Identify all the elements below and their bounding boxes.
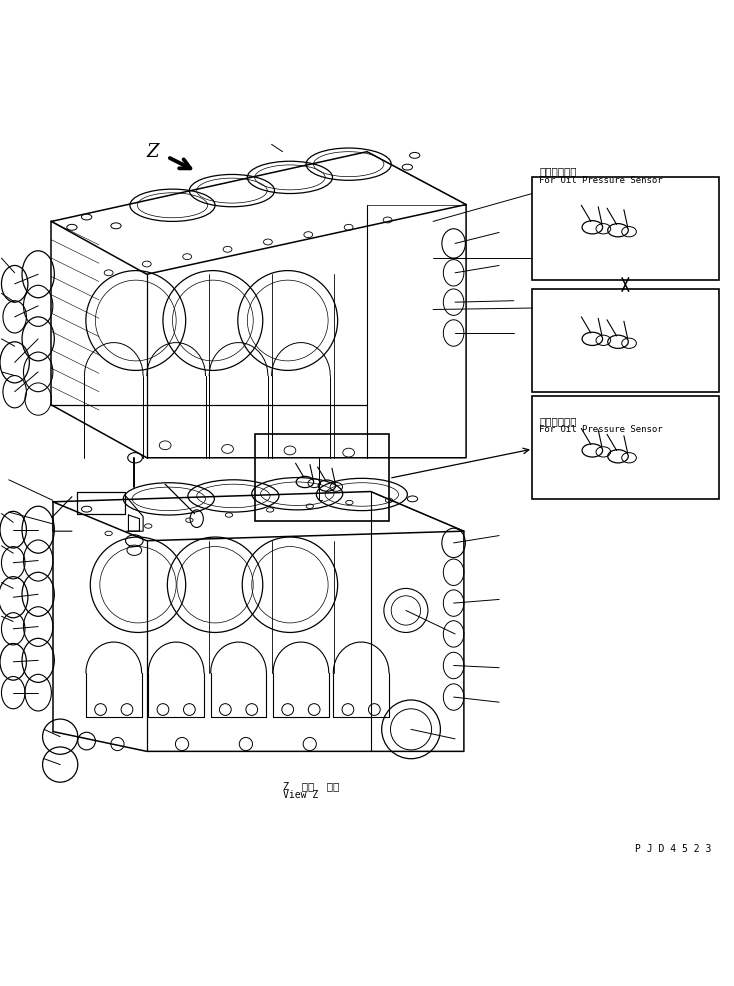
Text: For Oil Pressure Sensor: For Oil Pressure Sensor [539,176,663,185]
Text: P J D 4 5 2 3: P J D 4 5 2 3 [635,844,711,854]
Text: 油圧センサ用: 油圧センサ用 [539,167,577,176]
Ellipse shape [126,534,143,546]
Text: Z: Z [147,143,159,161]
Bar [532,289,719,391]
Bar [532,396,719,499]
Text: Z  視　  ・・: Z 視 ・・ [283,781,339,791]
Bar [255,434,389,521]
Bar [532,177,719,280]
Text: View Z: View Z [283,790,318,800]
Text: For Oil Pressure Sensor: For Oil Pressure Sensor [539,426,663,435]
Text: 油圧センサ用: 油圧センサ用 [539,416,577,426]
